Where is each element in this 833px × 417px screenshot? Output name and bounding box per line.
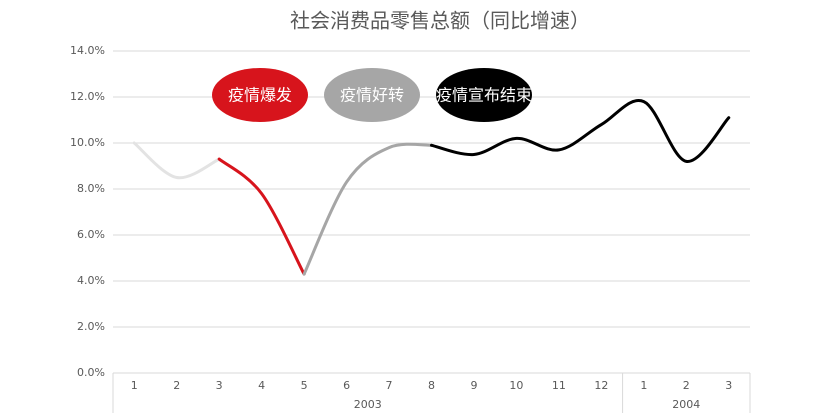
x-tick-label: 5 [301,379,308,392]
x-tick-label: 2 [683,379,690,392]
group-label: 2004 [672,398,700,411]
y-tick-label: 6.0% [77,228,105,241]
chart-title: 社会消费品零售总额（同比增速） [290,9,590,33]
series-line [302,142,433,276]
y-tick-label: 10.0% [70,136,105,149]
x-tick-label: 4 [258,379,265,392]
y-tick-label: 12.0% [70,90,105,103]
series-line [430,99,731,163]
series-line [217,157,306,276]
legend-label: 疫情好转 [340,86,404,105]
y-tick-label: 8.0% [77,182,105,195]
y-tick-label: 2.0% [77,320,105,333]
x-tick-label: 8 [428,379,435,392]
legend-label: 疫情宣布结束 [436,86,532,105]
x-tick-label: 7 [386,379,393,392]
y-tick-label: 0.0% [77,366,105,379]
x-tick-label: 6 [343,379,350,392]
x-tick-label: 10 [509,379,523,392]
x-tick-label: 12 [594,379,608,392]
x-tick-label: 1 [640,379,647,392]
x-tick-label: 3 [216,379,223,392]
legend-swatch [324,68,420,122]
x-tick-label: 3 [725,379,732,392]
x-tick-label: 1 [131,379,138,392]
x-tick-label: 2 [173,379,180,392]
x-tick-label: 11 [552,379,566,392]
y-tick-label: 14.0% [70,44,105,57]
series-line [132,141,221,180]
legend-swatch [436,68,532,122]
legend-label: 疫情爆发 [228,86,292,105]
x-tick-label: 9 [470,379,477,392]
y-tick-label: 4.0% [77,274,105,287]
group-label: 2003 [354,398,382,411]
legend-swatch [212,68,308,122]
